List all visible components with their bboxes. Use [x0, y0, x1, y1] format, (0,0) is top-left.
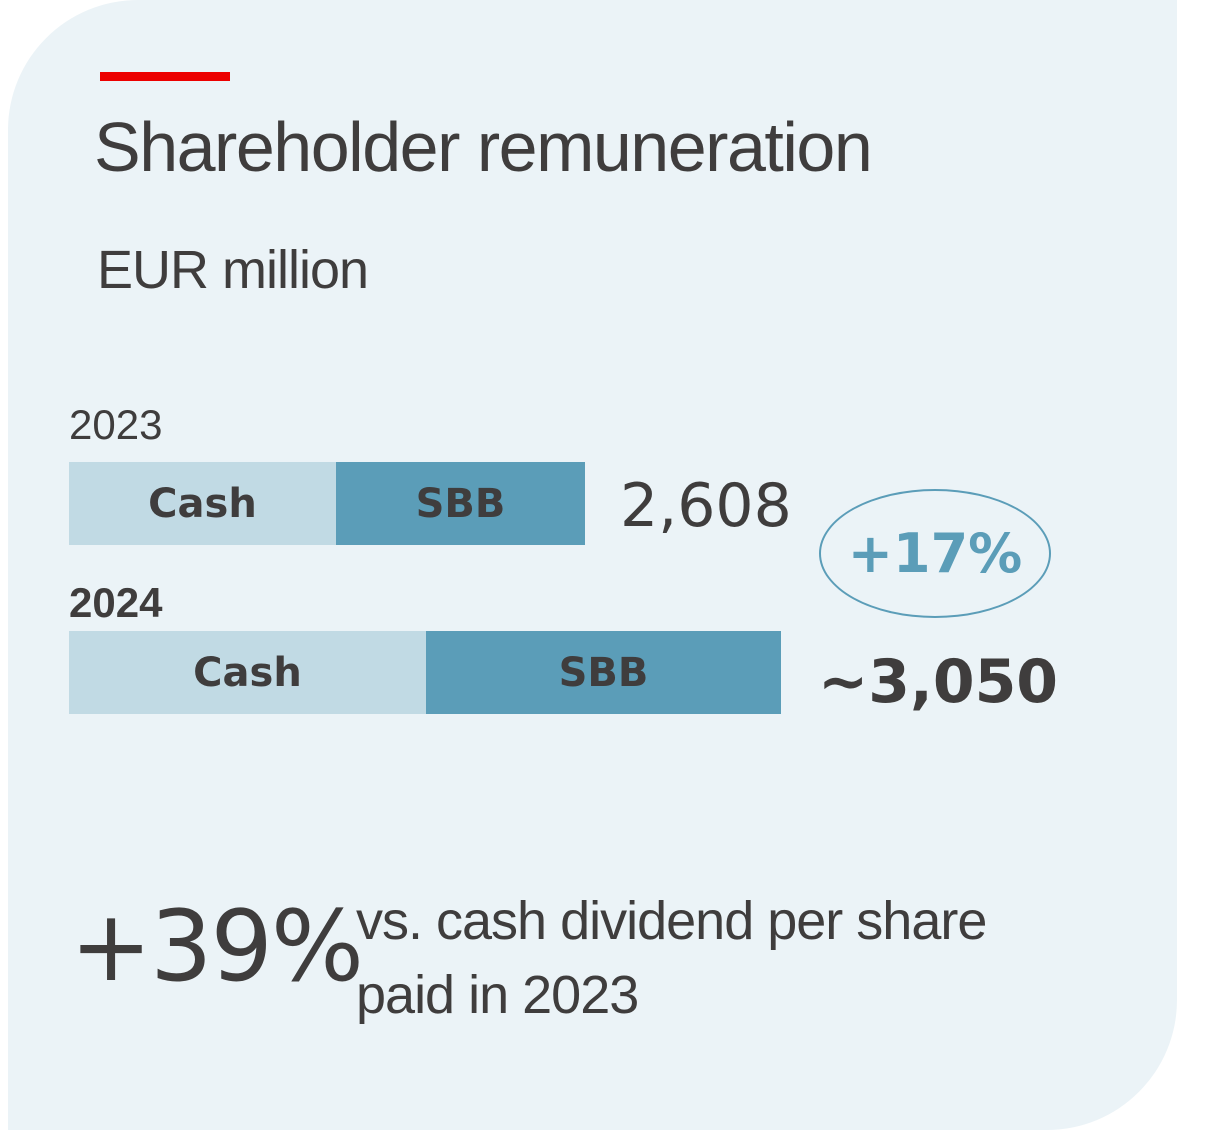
growth-badge: +17%	[819, 489, 1051, 618]
sbb-label: SBB	[558, 649, 649, 696]
total-2024: ~3,050	[818, 647, 1059, 717]
cash-segment-2023: Cash	[69, 462, 336, 545]
sbb-segment-2024: SBB	[426, 631, 781, 714]
note-line-2: paid in 2023	[356, 965, 639, 1025]
bar-2024: Cash SBB	[69, 631, 781, 714]
dividend-increase-note: vs. cash dividend per share paid in 2023	[356, 884, 987, 1032]
chart-title: Shareholder remuneration	[94, 108, 873, 186]
cash-segment-2024: Cash	[69, 631, 426, 714]
total-2023: 2,608	[620, 471, 792, 541]
growth-value: +17%	[847, 522, 1023, 585]
year-label-2023: 2023	[69, 401, 163, 448]
year-label-2024: 2024	[69, 579, 163, 626]
bar-2023: Cash SBB	[69, 462, 585, 545]
cash-label: Cash	[193, 649, 302, 696]
sbb-segment-2023: SBB	[336, 462, 585, 545]
dividend-increase-value: +39%	[70, 890, 364, 1004]
cash-label: Cash	[148, 480, 257, 527]
sbb-label: SBB	[415, 480, 506, 527]
note-line-1: vs. cash dividend per share	[356, 891, 987, 951]
chart-subtitle: EUR million	[97, 240, 369, 300]
red-accent-line	[100, 72, 230, 81]
